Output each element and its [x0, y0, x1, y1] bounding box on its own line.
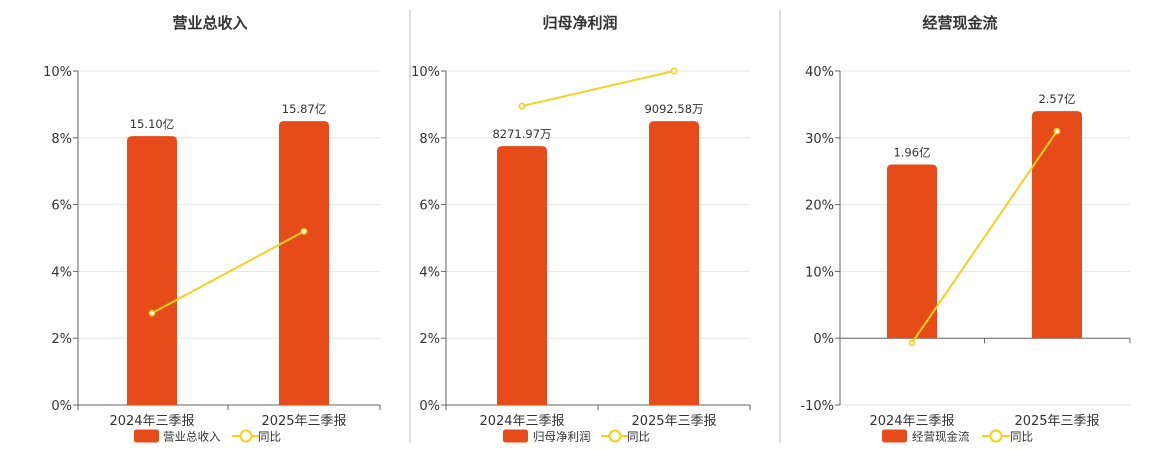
- y-tick-label: 2%: [51, 332, 72, 347]
- yoy-point: [670, 67, 678, 75]
- y-tick-label: 10%: [411, 65, 440, 80]
- y-tick-label: 10%: [805, 265, 834, 280]
- x-category-label: 2025年三季报: [1014, 414, 1099, 429]
- y-tick-label: 2%: [419, 332, 440, 347]
- bar: [1032, 111, 1082, 339]
- y-tick-label: 20%: [805, 199, 834, 214]
- bar: [279, 121, 329, 405]
- bar-data-label: 2.57亿: [1038, 92, 1075, 106]
- x-category-label: 2025年三季报: [261, 414, 346, 429]
- bar-data-label: 15.10亿: [130, 117, 174, 131]
- yoy-point: [148, 309, 156, 317]
- y-tick-label: 10%: [43, 65, 72, 80]
- legend-bar-label: 营业总收入: [163, 430, 221, 444]
- legend-line-label: 同比: [1010, 430, 1033, 444]
- bar: [887, 164, 937, 339]
- chart-panel-3: 经营现金流 -10% 0% 10% 20% 30% 40% 1.96亿 2.57亿 2024年三季…: [800, 14, 1131, 444]
- x-category-label: 2025年三季报: [631, 414, 716, 429]
- bar: [497, 146, 547, 405]
- y-tick-label: -10%: [800, 399, 834, 414]
- bar: [649, 121, 699, 405]
- y-tick-label: 6%: [419, 199, 440, 214]
- yoy-point: [1053, 127, 1061, 135]
- y-tick-label: 30%: [805, 132, 834, 147]
- legend-line-marker: [608, 429, 622, 443]
- yoy-point: [518, 102, 526, 110]
- bar-data-label: 8271.97万: [492, 127, 551, 141]
- y-tick-label: 8%: [419, 132, 440, 147]
- bar-data-label: 9092.58万: [644, 102, 703, 116]
- yoy-line: [151, 230, 305, 315]
- bar-data-label: 15.87亿: [282, 102, 326, 116]
- y-tick-label: 4%: [51, 265, 72, 280]
- yoy-line: [521, 70, 675, 108]
- chart-title: 经营现金流: [922, 14, 997, 32]
- chart-title: 营业总收入: [172, 14, 247, 32]
- legend-line-label: 同比: [627, 430, 650, 444]
- legend-bar-label: 经营现金流: [912, 430, 970, 444]
- bar: [127, 136, 177, 405]
- legend-bar-swatch: [882, 429, 907, 443]
- y-tick-label: 6%: [51, 199, 72, 214]
- yoy-point: [908, 339, 916, 347]
- legend-line-marker: [989, 429, 1003, 443]
- y-tick-label: 0%: [813, 332, 834, 347]
- x-category-label: 2024年三季报: [109, 414, 194, 429]
- bar-data-label: 1.96亿: [893, 146, 930, 160]
- y-tick-label: 0%: [419, 399, 440, 414]
- y-tick-label: 40%: [805, 65, 834, 80]
- chart-panel-1: 营业总收入 0% 2% 4% 6% 8% 10% 15.10亿 15.87亿 2024年三季报 20…: [43, 14, 381, 444]
- yoy-point: [300, 227, 308, 235]
- legend-bar-swatch: [503, 429, 528, 443]
- y-tick-label: 4%: [419, 265, 440, 280]
- legend-bar-swatch: [134, 429, 159, 443]
- legend-line-label: 同比: [258, 430, 281, 444]
- chart-title: 归母净利润: [542, 14, 617, 32]
- legend-line-marker: [239, 429, 253, 443]
- y-tick-label: 0%: [51, 399, 72, 414]
- x-category-label: 2024年三季报: [869, 414, 954, 429]
- chart-panel-2: 归母净利润 0% 2% 4% 6% 8% 10% 8271.97万 9092.58万 2024年三…: [411, 14, 751, 444]
- yoy-line: [911, 130, 1058, 344]
- y-tick-label: 8%: [51, 132, 72, 147]
- legend-bar-label: 归母净利润: [533, 430, 591, 444]
- x-category-label: 2024年三季报: [479, 414, 564, 429]
